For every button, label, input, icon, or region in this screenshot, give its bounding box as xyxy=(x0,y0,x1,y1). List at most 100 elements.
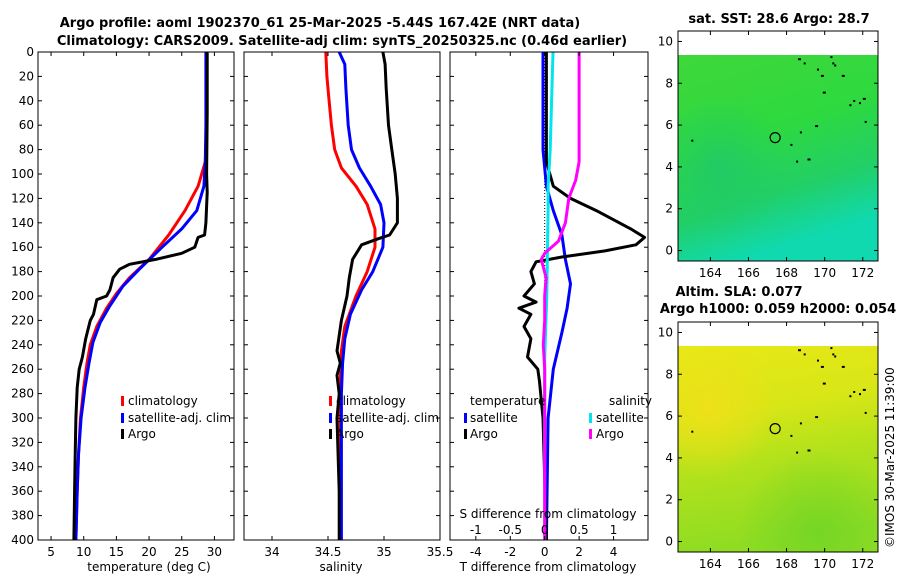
x-tick-label: 34.5 xyxy=(315,545,342,559)
series-line-satellite-adj-clim xyxy=(337,51,386,540)
legend-swatch-argo xyxy=(121,429,124,439)
legend-label-satellite: satellite-adj. clim xyxy=(128,411,231,425)
sla-map-title: Altim. SLA: 0.077 xyxy=(676,285,803,300)
legend-swatch-t-satellite xyxy=(464,413,467,423)
y-tick-label: 80 xyxy=(19,143,34,157)
island-mark xyxy=(859,102,861,105)
map-y-tick-label: 2 xyxy=(665,493,673,507)
legend-label-climatology: climatology xyxy=(128,394,198,408)
map-y-tick-label: 6 xyxy=(665,118,673,132)
island-mark xyxy=(799,422,802,425)
y-tick-label: 40 xyxy=(19,94,34,108)
island-mark xyxy=(691,139,694,142)
legend-label-argo: Argo xyxy=(336,427,364,441)
legend-swatch-s-satellite xyxy=(589,413,592,423)
temperature-panel: 5 10 15 20 25 3002040608010012014016018020022… xyxy=(11,45,235,574)
map-y-tick-label: 4 xyxy=(665,160,673,174)
sst-map-title: sat. SST: 28.6 Argo: 28.7 xyxy=(688,12,869,27)
island-mark xyxy=(820,74,824,77)
x2-tick-label: -0.5 xyxy=(499,523,522,537)
island-mark xyxy=(830,56,833,59)
island-mark xyxy=(862,388,866,391)
island-coastlines xyxy=(691,347,867,454)
y-tick-label: 220 xyxy=(11,313,34,327)
x-tick-label: 5 xyxy=(47,545,55,559)
x-tick-label: 0 xyxy=(541,545,549,559)
map-x-tick-label: 172 xyxy=(851,266,874,280)
island-mark xyxy=(790,143,793,146)
salinity-panel: 34 34.5 35 35.5 salinity climatology satell… xyxy=(243,51,454,574)
figure-title-line1: Argo profile: aoml 1902370_61 25-Mar-202… xyxy=(60,16,580,31)
island-mark xyxy=(849,395,852,398)
y-tick-label: 0 xyxy=(26,45,34,59)
y-tick-label: 160 xyxy=(11,240,34,254)
island-mark xyxy=(817,68,819,71)
legend-label-s-satellite: satellite xyxy=(596,411,644,425)
map-y-tick-label: 2 xyxy=(665,202,673,216)
legend-swatch-climatology xyxy=(329,396,332,406)
legend-label-argo: Argo xyxy=(128,427,156,441)
map-x-tick-label: 170 xyxy=(813,557,836,571)
legend-label-satellite: satellite-adj. clim xyxy=(336,411,439,425)
salinity-xlabel: salinity xyxy=(319,560,362,574)
legend-label-climatology: climatology xyxy=(336,394,406,408)
x-tick-label: 35.5 xyxy=(427,545,454,559)
x-tick-label: 15 xyxy=(109,545,124,559)
x2-tick-label: 0.5 xyxy=(570,523,589,537)
x-tick-label: 34 xyxy=(264,545,279,559)
map-x-tick-label: 170 xyxy=(813,266,836,280)
legend-swatch-t-argo xyxy=(464,429,467,439)
island-mark xyxy=(864,120,867,123)
island-mark xyxy=(853,100,856,102)
y-tick-label: 20 xyxy=(19,69,34,83)
argo-position-marker xyxy=(769,423,781,435)
island-mark xyxy=(864,411,867,414)
island-mark xyxy=(691,430,694,433)
island-mark xyxy=(834,355,837,358)
island-mark xyxy=(815,416,819,419)
island-mark xyxy=(790,434,793,437)
island-mark xyxy=(807,449,811,452)
credit-stamp: ©IMOS 30-Mar-2025 11:39:00 xyxy=(883,367,897,548)
x-tick-label: 10 xyxy=(76,545,91,559)
map-y-tick-label: 0 xyxy=(665,535,673,549)
island-mark xyxy=(798,349,801,352)
salinity-legend: climatology satellite-adj. clim Argo xyxy=(329,394,439,441)
legend-swatch-climatology xyxy=(121,396,124,406)
y-tick-label: 300 xyxy=(11,411,34,425)
difference-x2label: S difference from climatology xyxy=(460,507,637,521)
x-tick-label: -2 xyxy=(504,545,516,559)
figure-title-line2: Climatology: CARS2009. Satellite-adj cli… xyxy=(57,34,627,49)
argo-position-marker xyxy=(769,132,781,144)
island-mark xyxy=(815,125,819,128)
y-tick-label: 180 xyxy=(11,265,34,279)
map-y-tick-label: 8 xyxy=(665,76,673,90)
island-mark xyxy=(807,158,811,161)
island-mark xyxy=(862,97,866,100)
series-line-temperature-argo xyxy=(517,52,647,541)
y-tick-label: 200 xyxy=(11,289,34,303)
y-tick-label: 360 xyxy=(11,484,34,498)
island-mark xyxy=(832,353,835,356)
x2-tick-label: 0 xyxy=(541,523,549,537)
island-mark xyxy=(834,64,837,67)
legend-title-salinity: salinity xyxy=(609,394,652,408)
x-tick-label: 30 xyxy=(207,545,222,559)
map-x-tick-label: 166 xyxy=(737,266,760,280)
y-tick-label: 280 xyxy=(11,387,34,401)
y-tick-label: 100 xyxy=(11,167,34,181)
map-x-tick-label: 172 xyxy=(851,557,874,571)
island-mark xyxy=(822,91,826,94)
x-tick-label: 20 xyxy=(141,545,156,559)
map-x-tick-label: 166 xyxy=(737,557,760,571)
temperature-xlabel: temperature (deg C) xyxy=(87,560,210,574)
island-mark xyxy=(803,353,806,356)
sla-map: Altim. SLA: 0.077 Argo h1000: 0.059 h200… xyxy=(658,285,896,571)
legend-label-s-argo: Argo xyxy=(596,427,624,441)
difference-panel: -4 -2 0 2 4 -1 -0.5 0 0.5 1 S difference from cl… xyxy=(449,51,652,574)
y-tick-label: 60 xyxy=(19,118,34,132)
y-tick-label: 140 xyxy=(11,216,34,230)
y-tick-label: 320 xyxy=(11,435,34,449)
island-mark xyxy=(799,131,802,134)
